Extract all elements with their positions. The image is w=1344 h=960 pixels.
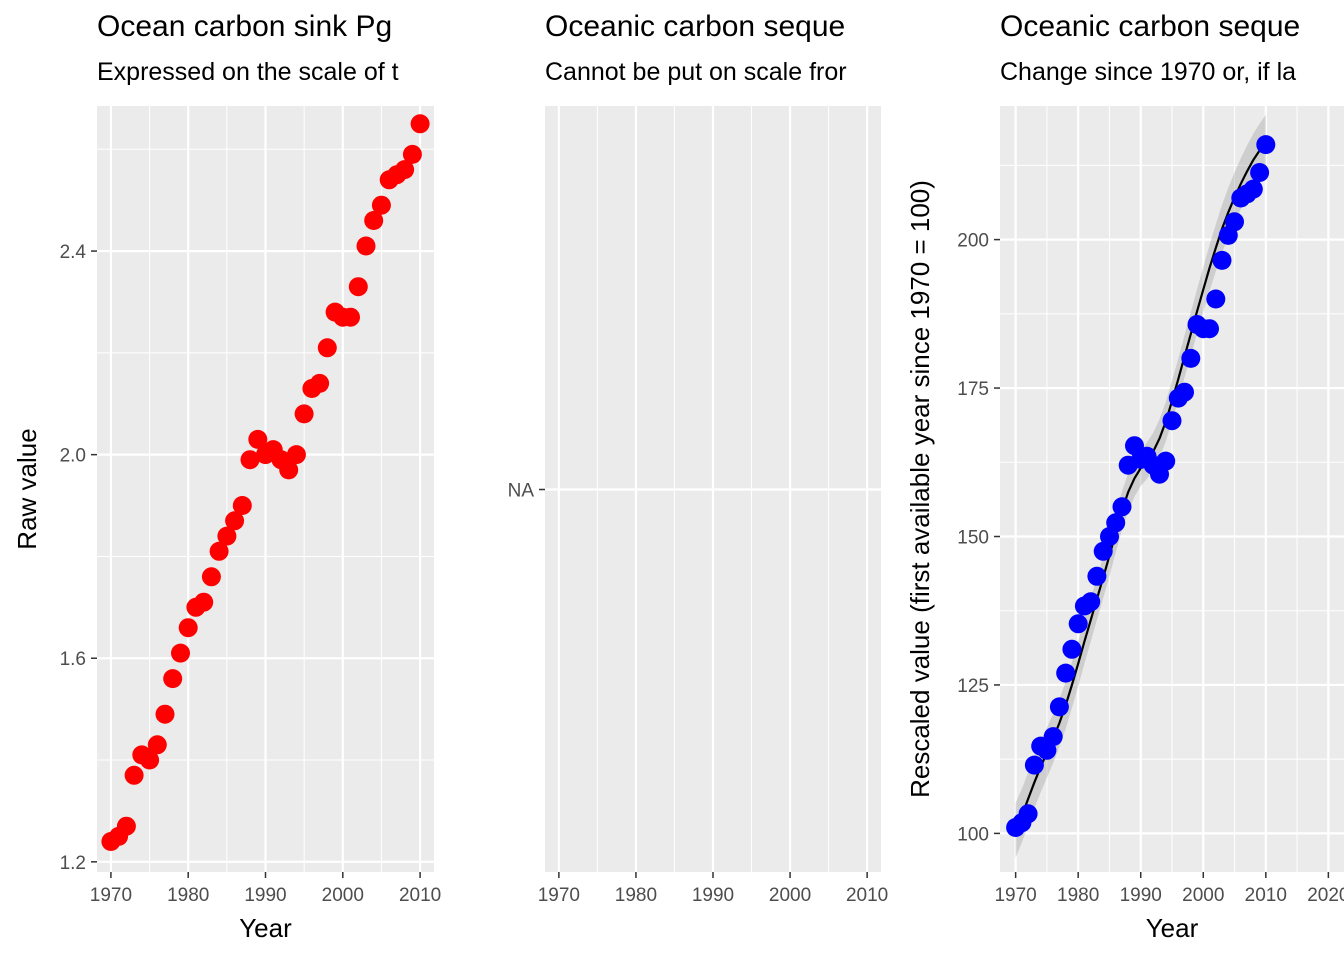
data-point	[116, 816, 136, 836]
data-point	[1062, 639, 1082, 659]
data-point	[1024, 755, 1044, 775]
x-tick-label: 1980	[1057, 885, 1099, 906]
data-point	[1018, 804, 1038, 824]
panel-oceanic-carbon-sequestration-raw: Oceanic carbon seque Cannot be put on sc…	[447, 0, 897, 960]
data-point	[147, 735, 167, 755]
chart-panel-1-svg: 1970 1980 1990 2000 2010 1.2 1.6 2.0 2.4 Year Raw …	[12, 106, 441, 943]
y-tick-label: 1.6	[60, 649, 86, 670]
panel-ocean-carbon-sink: Ocean carbon sink Pg Expressed on the sc…	[0, 0, 447, 960]
data-point	[1087, 566, 1107, 586]
data-point	[1200, 319, 1219, 339]
chart-subtitle: Expressed on the scale of t	[97, 58, 399, 86]
y-tick-label: 2.4	[60, 242, 87, 263]
y-tick-label: NA	[508, 481, 535, 502]
y-axis-title: Rescaled value (first available year sin…	[905, 180, 935, 798]
x-tick-label: 2020	[1307, 885, 1344, 906]
data-point	[348, 277, 368, 297]
data-point	[140, 750, 160, 770]
chart-title: Oceanic carbon seque	[1000, 10, 1301, 43]
data-point	[1162, 411, 1182, 431]
x-tick-label: 1980	[167, 885, 209, 906]
data-point	[402, 144, 422, 164]
data-point	[1112, 497, 1132, 517]
y-axis-title: Raw value	[12, 428, 42, 549]
x-axis-title: Year	[239, 913, 292, 943]
chart-panel-2-svg: 1970 1980 1990 2000 2010 NA	[508, 106, 888, 906]
data-point	[209, 541, 229, 561]
data-point	[240, 450, 260, 470]
y-tick-label: 100	[957, 824, 989, 845]
x-tick-label: 2000	[769, 885, 811, 906]
data-point	[1093, 541, 1113, 561]
data-point	[1106, 513, 1126, 533]
data-point	[194, 592, 214, 612]
chart-subtitle: Cannot be put on scale fror	[545, 58, 847, 86]
data-point	[217, 526, 237, 546]
data-point	[155, 704, 175, 724]
data-point	[1243, 179, 1263, 199]
x-tick-label: 1970	[90, 885, 132, 906]
data-point	[1181, 348, 1201, 368]
data-point	[356, 236, 376, 256]
x-tick-label: 2010	[846, 885, 888, 906]
data-point	[171, 643, 190, 663]
x-tick-label: 1990	[692, 885, 734, 906]
x-axis-title: Year	[1146, 913, 1199, 943]
data-point	[317, 338, 337, 358]
data-point	[1043, 727, 1063, 747]
y-tick-label: 200	[957, 231, 989, 252]
data-point	[1256, 135, 1276, 155]
x-tick-label: 1970	[994, 885, 1036, 906]
data-point	[341, 307, 360, 327]
x-tick-label: 2000	[1182, 885, 1224, 906]
y-tick-label: 150	[957, 528, 989, 549]
data-point	[1212, 250, 1232, 270]
data-point	[294, 404, 314, 424]
data-point	[225, 511, 245, 531]
data-point	[1081, 592, 1101, 612]
y-tick-label: 175	[957, 379, 989, 400]
x-tick-label: 1980	[615, 885, 657, 906]
data-point	[178, 618, 198, 638]
x-tick-label: 1970	[538, 885, 580, 906]
data-point	[1068, 614, 1088, 634]
x-tick-label: 2010	[399, 885, 441, 906]
chart-subtitle: Change since 1970 or, if la	[1000, 58, 1297, 86]
y-tick-label: 1.2	[60, 853, 86, 874]
data-point	[310, 373, 330, 393]
data-point	[286, 445, 306, 465]
data-point	[1225, 212, 1244, 232]
chart-title: Oceanic carbon seque	[545, 10, 846, 43]
data-point	[1206, 289, 1226, 309]
data-point	[364, 211, 384, 230]
panel-oceanic-carbon-sequestration-rescaled: Oceanic carbon seque Change since 1970 o…	[897, 0, 1344, 960]
data-point	[248, 429, 268, 449]
data-point	[232, 496, 252, 515]
data-point	[1175, 382, 1194, 402]
chart-title: Ocean carbon sink Pg	[97, 10, 393, 43]
chart-panel-3-svg: 1970 1980 1990 2000 2010 2020 100 125 150 175 200 Y…	[905, 106, 1344, 943]
data-point	[410, 114, 430, 134]
y-tick-label: 2.0	[60, 446, 86, 467]
data-point	[1049, 697, 1069, 717]
smooth-confidence-band	[1015, 114, 1266, 858]
data-point	[395, 160, 415, 180]
x-tick-label: 2000	[322, 885, 364, 906]
data-point	[124, 765, 144, 785]
y-tick-label: 125	[957, 676, 989, 697]
data-point	[1156, 451, 1176, 471]
data-point	[163, 669, 183, 689]
data-point	[279, 460, 299, 480]
data-point	[1250, 163, 1270, 182]
x-tick-label: 1990	[1120, 885, 1162, 906]
data-point	[1056, 663, 1076, 683]
data-point	[201, 567, 221, 587]
data-point	[371, 195, 391, 215]
x-tick-label: 2010	[1245, 885, 1287, 906]
x-tick-label: 1990	[244, 885, 286, 906]
